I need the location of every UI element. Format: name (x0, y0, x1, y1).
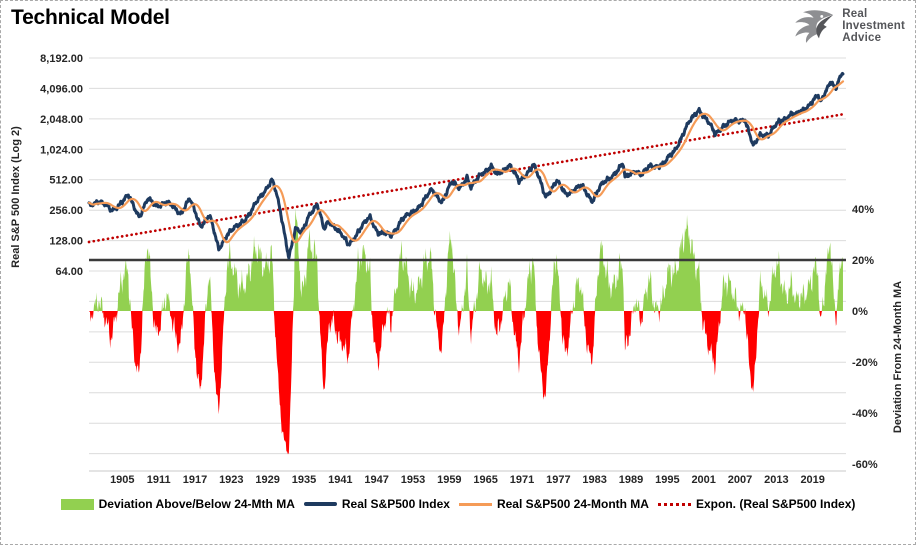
axis-tick-label: 1995 (655, 474, 679, 486)
axis-tick-label: 256.00 (49, 205, 83, 217)
axis-tick-label: 0% (852, 306, 868, 318)
axis-tick-label: 2007 (728, 474, 752, 486)
orange-line-swatch-icon (458, 502, 492, 506)
axis-tick-label: 1,024.00 (40, 144, 83, 156)
navy-line-swatch-icon (303, 501, 337, 507)
right-axis-title: Deviation From 24-Month MA (892, 280, 904, 434)
legend-label: Real S&P500 Index (341, 497, 450, 511)
deviation-bars (89, 208, 843, 455)
axis-tick-label: 1941 (328, 474, 352, 486)
legend-item-deviation: Deviation Above/Below 24-Mth MA (60, 497, 295, 511)
axis-tick-label: 2,048.00 (40, 114, 83, 126)
legend-label: Expon. (Real S&P500 Index) (695, 497, 856, 511)
axis-tick-label: 1977 (546, 474, 570, 486)
axis-tick-label: 8,192.00 (40, 53, 83, 65)
logo-line-1: Real (842, 8, 868, 20)
axis-tick-label: 1935 (292, 474, 316, 486)
axis-tick-label: 1953 (401, 474, 425, 486)
chart-legend: Deviation Above/Below 24-Mth MA Real S&P… (1, 497, 915, 511)
axis-tick-label: 128.00 (49, 236, 83, 248)
logo-line-3: Advice (842, 32, 882, 45)
axis-tick-label: 1905 (110, 474, 134, 486)
axis-tick-label: 1971 (510, 474, 534, 486)
axis-tick-label: -20% (852, 357, 878, 369)
axis-tick-label: 64.00 (55, 266, 83, 278)
axis-tick-label: 20% (852, 255, 874, 267)
legend-item-ma: Real S&P500 24-Month MA (458, 497, 649, 511)
price-line (87, 71, 845, 260)
axis-tick-label: 2019 (800, 474, 824, 486)
y-axis-left-labels: 8,192.00 4,096.00 2,048.00 1,024.00 512.00 25… (40, 53, 83, 278)
axis-tick-label: 1989 (619, 474, 643, 486)
axis-tick-label: 512.00 (49, 175, 83, 187)
axis-tick-label: 1923 (219, 474, 243, 486)
axis-tick-label: 1917 (183, 474, 207, 486)
axis-tick-label: 4,096.00 (40, 83, 83, 95)
axis-tick-label: 1947 (364, 474, 388, 486)
logo-text: Real Investment Advice (842, 8, 905, 45)
logo-line-2: Investment (842, 20, 905, 33)
legend-item-expon: Expon. (Real S&P500 Index) (657, 497, 856, 511)
axis-tick-label: 1959 (437, 474, 461, 486)
axis-tick-label: 1929 (255, 474, 279, 486)
axis-tick-label: 1911 (147, 474, 171, 486)
green-bar-swatch-icon (60, 498, 94, 510)
left-axis-title: Real S&P 500 Index (Log 2) (10, 126, 22, 268)
legend-label: Real S&P500 24-Month MA (496, 497, 649, 511)
page-title: Technical Model (11, 6, 170, 29)
axis-tick-label: 40% (852, 204, 874, 216)
ria-logo: Real Investment Advice (793, 8, 905, 45)
red-dotted-swatch-icon (657, 502, 691, 506)
eagle-icon (795, 10, 834, 44)
x-axis-labels: 1905 1911 1917 1923 1929 1935 1941 1947 1953 1959… (110, 474, 825, 486)
axis-tick-label: -40% (852, 408, 878, 420)
legend-item-sp500: Real S&P500 Index (303, 497, 450, 511)
y-axis-right-labels: 40% 20% 0% -20% -40% -60% (852, 204, 878, 471)
axis-tick-label: 2013 (764, 474, 788, 486)
legend-label: Deviation Above/Below 24-Mth MA (98, 497, 295, 511)
axis-tick-label: 2001 (691, 474, 715, 486)
axis-tick-label: -60% (852, 459, 878, 471)
axis-tick-label: 1983 (582, 474, 606, 486)
ma-line (87, 80, 845, 244)
axis-tick-label: 1965 (473, 474, 497, 486)
